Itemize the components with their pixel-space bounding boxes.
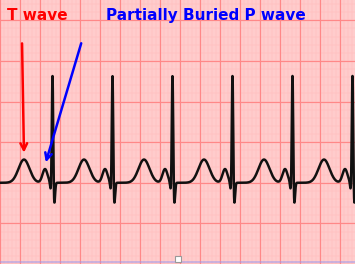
Text: Partially Buried P wave: Partially Buried P wave (106, 8, 306, 23)
Text: T wave: T wave (7, 8, 68, 23)
